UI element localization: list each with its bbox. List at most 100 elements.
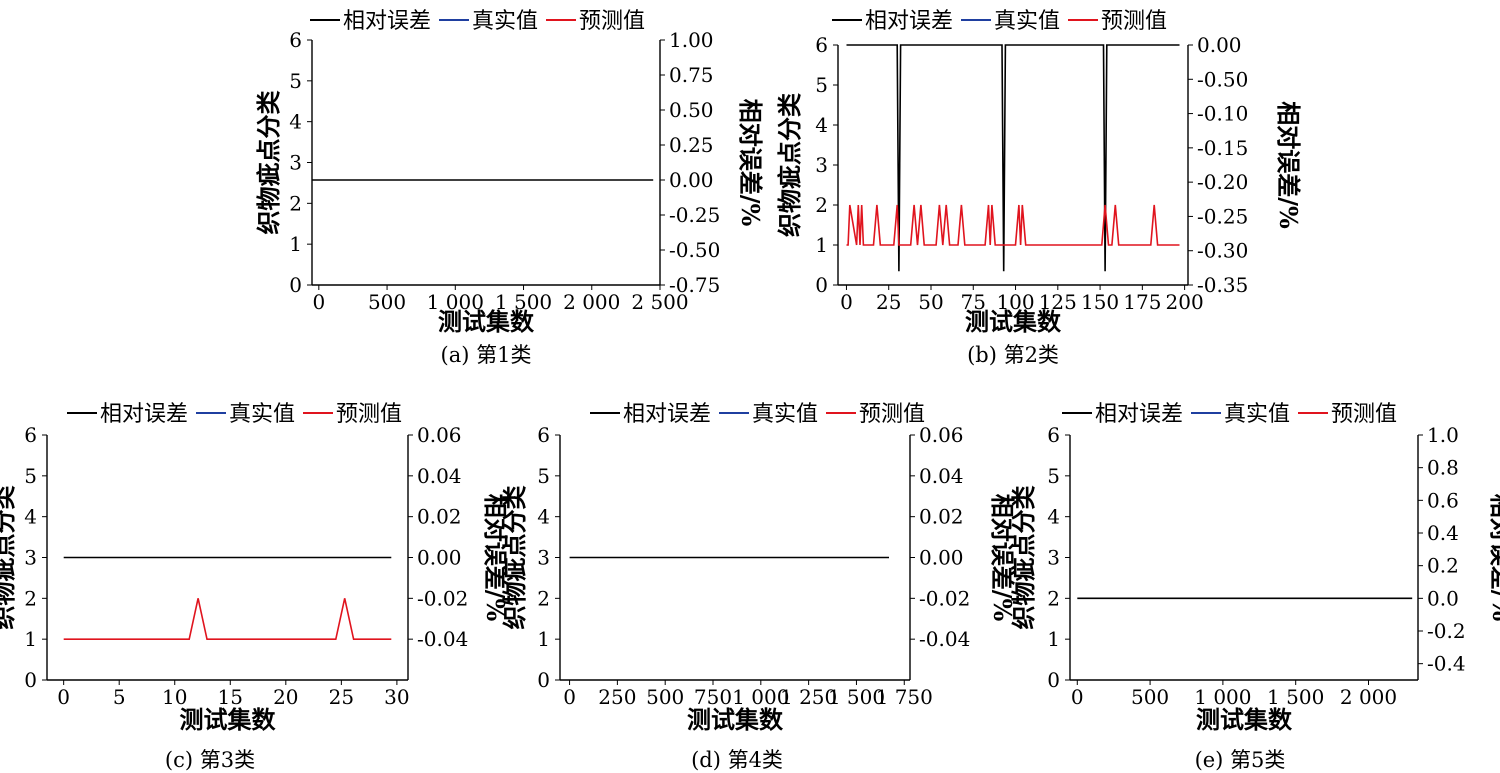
chart-panel-b: 0 25 50 75 100 125 150 175 200 0 1 2 3 4 5 6 0.00 -0.50 -0…	[775, 9, 1303, 367]
x-tick-label: 2 000	[563, 290, 620, 314]
y-left-tick-label: 6	[537, 423, 550, 447]
panel-caption: (a) 第1类	[441, 343, 532, 367]
y-left-tick-label: 5	[537, 464, 550, 488]
y-right-tick-label: -0.2	[1427, 619, 1466, 643]
y-left-tick-label: 0	[1047, 668, 1060, 692]
x-axis-title: 测试集数	[1196, 705, 1293, 734]
x-tick-label: 0	[312, 290, 325, 314]
x-tick-label: 175	[1123, 290, 1161, 314]
x-tick-label: 75	[961, 290, 986, 314]
y-right-tick-label: 0.75	[669, 63, 714, 87]
series-line-predicted	[63, 598, 392, 641]
y-right-tick-label: -0.10	[1197, 102, 1248, 126]
y-right-tick-label: -0.20	[1197, 170, 1248, 194]
x-tick-label: 5	[113, 685, 126, 709]
panel-caption: (d) 第4类	[691, 748, 783, 772]
x-tick-label: 0	[563, 685, 576, 709]
y-right-tick-label: -0.02	[417, 586, 468, 610]
legend-label: 真实值	[472, 9, 538, 34]
y-left-tick-label: 2	[1047, 586, 1060, 610]
y-right-tick-label: 1.00	[669, 28, 714, 52]
y-right-tick-label: 0.0	[1427, 586, 1459, 610]
y-right-tick-label: -0.25	[1197, 204, 1248, 228]
y-left-axis-title: 织物疵点分类	[500, 485, 529, 630]
y-left-tick-label: 1	[1047, 627, 1060, 651]
x-tick-label: 15	[218, 685, 243, 709]
y-right-tick-label: 1.0	[1427, 423, 1459, 447]
y-right-tick-label: 0.25	[669, 133, 714, 157]
legend-label: 相对误差	[100, 402, 188, 427]
series-line-predicted	[846, 204, 1180, 246]
y-right-tick-label: 0.06	[417, 423, 462, 447]
y-right-tick-label: 0.00	[1197, 33, 1242, 57]
y-left-tick-label: 4	[1047, 505, 1060, 529]
y-left-tick-label: 3	[1047, 546, 1060, 570]
y-left-tick-label: 6	[1047, 423, 1060, 447]
x-tick-label: 1 000	[427, 290, 484, 314]
y-left-tick-label: 2	[815, 193, 828, 217]
y-left-tick-label: 0	[289, 273, 302, 297]
y-left-tick-label: 5	[1047, 464, 1060, 488]
legend-label: 真实值	[229, 402, 295, 427]
y-left-tick-label: 4	[815, 113, 828, 137]
y-right-tick-label: 0.00	[919, 546, 964, 570]
legend-label: 相对误差	[1095, 402, 1183, 427]
y-left-axis-title: 织物疵点分类	[0, 485, 18, 630]
y-left-tick-label: 6	[289, 28, 302, 52]
y-right-tick-label: -0.50	[1197, 67, 1248, 91]
y-left-tick-label: 1	[537, 627, 550, 651]
y-right-tick-label: 0.00	[417, 546, 462, 570]
panel-caption: (b) 第2类	[967, 343, 1059, 367]
y-right-axis-title: 相对误差/%	[736, 99, 765, 227]
x-tick-label: 20	[273, 685, 298, 709]
y-right-tick-label: 0.06	[919, 423, 964, 447]
x-tick-label: 500	[646, 685, 684, 709]
chart-panel-a: 0 500 1 000 1 500 2 000 2 500 0 1 2 3 4 5 6 1.00 0.75 0…	[254, 9, 765, 367]
y-right-tick-label: -0.4	[1427, 652, 1466, 676]
legend: 相对误差 真实值 预测值	[1062, 402, 1397, 427]
y-right-tick-label: -0.30	[1197, 239, 1248, 263]
y-right-tick-label: 0.04	[417, 464, 462, 488]
y-left-tick-label: 3	[815, 153, 828, 177]
legend-label: 预测值	[859, 402, 925, 427]
x-tick-label: 750	[694, 685, 732, 709]
y-left-tick-label: 6	[815, 33, 828, 57]
y-right-tick-label: -0.15	[1197, 136, 1248, 160]
x-tick-label: 500	[1131, 685, 1169, 709]
x-tick-label: 1 000	[732, 685, 789, 709]
x-tick-label: 1 250	[780, 685, 837, 709]
y-left-tick-label: 5	[815, 73, 828, 97]
x-tick-label: 30	[384, 685, 409, 709]
y-right-axis-title: 相对误差/%	[1274, 101, 1303, 229]
x-tick-label: 1 750	[876, 685, 933, 709]
x-axis-title: 测试集数	[438, 307, 535, 336]
y-right-tick-label: -0.35	[1197, 273, 1248, 297]
x-tick-label: 150	[1081, 290, 1119, 314]
y-left-tick-label: 0	[815, 273, 828, 297]
legend-label: 相对误差	[865, 9, 953, 34]
y-right-tick-label: -0.75	[669, 273, 720, 297]
y-left-tick-label: 2	[24, 586, 37, 610]
x-tick-label: 25	[876, 290, 901, 314]
chart-panel-e: 0 500 1 000 1 500 2 000 0 1 2 3 4 5 6 1.0 0.8 0.6 0.4 0.…	[1009, 402, 1500, 772]
y-right-tick-label: -0.04	[919, 627, 970, 651]
x-axis-title: 测试集数	[180, 705, 277, 734]
y-right-tick-label: 0.00	[669, 168, 714, 192]
x-tick-label: 0	[1071, 685, 1084, 709]
x-tick-label: 0	[57, 685, 70, 709]
y-right-tick-label: -0.25	[669, 203, 720, 227]
panel-caption: (e) 第5类	[1195, 748, 1286, 772]
legend-label: 真实值	[994, 9, 1060, 34]
y-left-tick-label: 3	[289, 151, 302, 175]
y-left-axis-title: 织物疵点分类	[254, 90, 283, 235]
y-right-tick-label: -0.02	[919, 586, 970, 610]
legend-label: 预测值	[1331, 402, 1397, 427]
y-left-tick-label: 4	[537, 505, 550, 529]
y-left-tick-label: 1	[815, 233, 828, 257]
y-right-tick-label: -0.50	[669, 238, 720, 262]
y-left-tick-label: 6	[24, 423, 37, 447]
legend: 相对误差 真实值 预测值	[310, 9, 645, 34]
x-tick-label: 1 500	[495, 290, 552, 314]
y-left-tick-label: 5	[289, 69, 302, 93]
